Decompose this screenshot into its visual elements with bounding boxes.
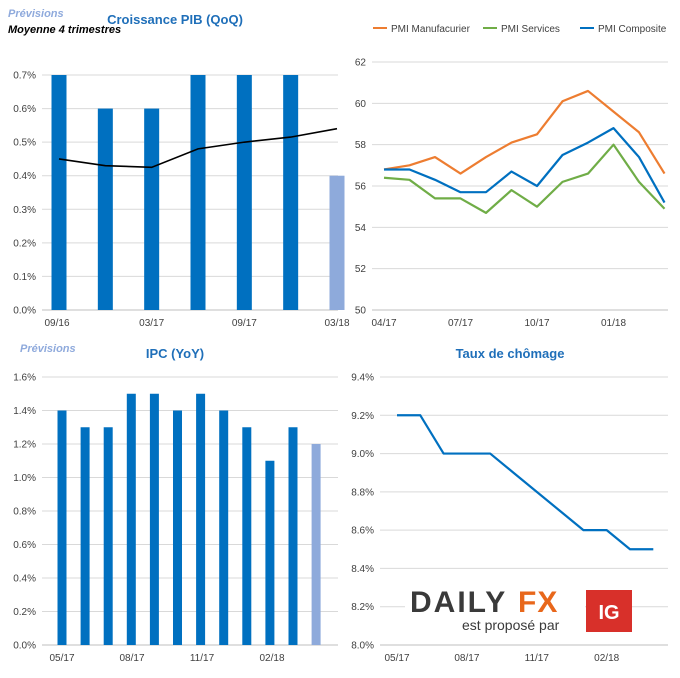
unemployment-y-tick-label: 9.2% xyxy=(351,411,374,422)
unemployment-y-tick-label: 8.4% xyxy=(351,564,374,575)
unemployment-y-tick-label: 9.0% xyxy=(351,449,374,460)
pmi-x-tick-label: 04/17 xyxy=(371,318,396,329)
unemployment-y-tick-label: 9.4% xyxy=(351,373,374,384)
gdp-y-tick-label: 0.4% xyxy=(13,171,36,182)
gdp-bar xyxy=(97,108,113,310)
gdp-x-tick-label: 09/17 xyxy=(232,318,257,329)
pmi-y-tick-label: 52 xyxy=(355,264,367,275)
legend-label-services: PMI Services xyxy=(501,24,560,35)
unemployment-x-tick-label: 11/17 xyxy=(525,653,550,664)
pmi-y-tick-label: 56 xyxy=(355,182,367,193)
cpi-bar xyxy=(149,393,159,645)
cpi-y-tick-label: 0.4% xyxy=(13,574,36,585)
cpi-y-tick-label: 1.4% xyxy=(13,406,36,417)
pmi-y-tick-label: 60 xyxy=(355,99,367,110)
gdp-y-tick-label: 0.6% xyxy=(13,104,36,115)
unemployment-chart-title: Taux de chômage xyxy=(456,346,565,361)
cpi-x-tick-label: 11/17 xyxy=(190,653,215,664)
pmi-composite-line xyxy=(384,127,666,204)
cpi-y-tick-label: 0.8% xyxy=(13,507,36,518)
gdp-bar xyxy=(236,75,252,310)
cpi-chart-title: IPC (YoY) xyxy=(146,346,204,361)
cpi-chart: IPC (YoY) Prévisions 0.0% 0.2% 0.4% 0.6% 0.8… xyxy=(13,343,338,664)
cpi-bar xyxy=(311,444,321,645)
gdp-growth-chart: Croissance PIB (QoQ) Prévisions Moyenne … xyxy=(8,8,350,329)
pmi-services-line xyxy=(383,143,666,214)
ig-badge xyxy=(586,590,632,632)
unemployment-x-tick-label: 02/18 xyxy=(594,653,619,664)
gdp-y-tick-label: 0.2% xyxy=(13,238,36,249)
gdp-bar xyxy=(51,75,67,310)
legend-label-composite: PMI Composite xyxy=(598,24,667,35)
gdp-x-tick-label: 03/18 xyxy=(324,318,349,329)
unemployment-line xyxy=(397,414,654,551)
pmi-manufacturing-line xyxy=(383,89,666,175)
cpi-y-tick-label: 1.0% xyxy=(13,473,36,484)
logo-daily: DAILY xyxy=(410,586,507,619)
gdp-average-line xyxy=(58,127,338,169)
gdp-forecast-note: Prévisions xyxy=(8,8,64,20)
gdp-bar xyxy=(190,75,206,310)
gdp-bar xyxy=(283,75,299,310)
gdp-average-note: Moyenne 4 trimestres xyxy=(8,24,121,36)
gdp-bar xyxy=(144,108,160,310)
gdp-bar xyxy=(329,175,345,310)
cpi-y-tick-label: 1.2% xyxy=(13,440,36,451)
unemployment-y-tick-label: 8.6% xyxy=(351,526,374,537)
gdp-y-tick-label: 0.0% xyxy=(13,306,36,317)
cpi-y-tick-label: 0.0% xyxy=(13,641,36,652)
cpi-bar xyxy=(126,393,136,645)
legend-label-manufacturing: PMI Manufacurier xyxy=(391,24,471,35)
dailyfx-logo: DAILY FX est proposé par IG xyxy=(405,583,632,633)
pmi-y-tick-label: 54 xyxy=(355,223,367,234)
pmi-x-tick-label: 07/17 xyxy=(448,318,473,329)
unemployment-x-tick-label: 08/17 xyxy=(454,653,479,664)
pmi-x-tick-label: 01/18 xyxy=(601,318,626,329)
cpi-bar xyxy=(219,410,229,645)
gdp-x-tick-label: 09/16 xyxy=(44,318,69,329)
pmi-x-tick-label: 10/17 xyxy=(524,318,549,329)
gdp-y-tick-label: 0.5% xyxy=(13,138,36,149)
cpi-bar xyxy=(173,410,182,645)
logo-fx: FX xyxy=(518,586,558,619)
cpi-bar xyxy=(288,427,298,645)
cpi-y-tick-label: 0.2% xyxy=(13,607,36,618)
cpi-y-tick-label: 0.6% xyxy=(13,540,36,551)
unemployment-y-tick-label: 8.8% xyxy=(351,487,374,498)
cpi-bar xyxy=(57,410,67,645)
gdp-x-tick-label: 03/17 xyxy=(139,318,164,329)
logo-backdrop xyxy=(405,583,585,631)
gdp-y-tick-label: 0.7% xyxy=(13,71,36,82)
pmi-y-tick-label: 62 xyxy=(355,58,367,69)
cpi-x-tick-label: 08/17 xyxy=(119,653,144,664)
gdp-y-tick-label: 0.1% xyxy=(13,272,36,283)
cpi-forecast-note: Prévisions xyxy=(20,343,76,355)
cpi-x-tick-label: 02/18 xyxy=(259,653,284,664)
cpi-bar xyxy=(265,460,275,645)
cpi-y-tick-label: 1.6% xyxy=(13,373,36,384)
unemployment-y-tick-label: 8.2% xyxy=(351,602,374,613)
cpi-bar xyxy=(242,427,252,645)
logo-subtitle: est proposé par xyxy=(462,617,560,633)
pmi-y-tick-label: 58 xyxy=(355,140,367,151)
gdp-chart-title: Croissance PIB (QoQ) xyxy=(107,12,243,27)
cpi-bar xyxy=(103,427,113,645)
cpi-bar xyxy=(80,427,90,645)
cpi-bar xyxy=(196,393,206,645)
pmi-chart: PMI Manufacurier PMI Services PMI Compos… xyxy=(355,24,668,329)
gdp-y-tick-label: 0.3% xyxy=(13,205,36,216)
cpi-x-tick-label: 05/17 xyxy=(49,653,74,664)
ig-badge-text: IG xyxy=(598,602,619,624)
unemployment-x-tick-label: 05/17 xyxy=(384,653,409,664)
unemployment-chart: Taux de chômage 8.0% 8.2% 8.4% 8.6% 8.8% 9.0%… xyxy=(351,346,668,664)
unemployment-y-tick-label: 8.0% xyxy=(351,641,374,652)
pmi-y-tick-label: 50 xyxy=(355,306,367,317)
